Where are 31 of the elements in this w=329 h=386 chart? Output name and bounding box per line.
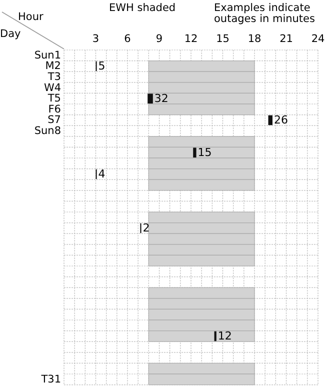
- text: Examples indicate outages in minutes: [214, 2, 315, 25]
- y-tick-label: F6: [48, 103, 62, 116]
- y-tick-label: W4: [44, 82, 62, 94]
- annotation: 4: [98, 168, 106, 181]
- annotation: 15: [198, 146, 212, 160]
- x-tick-label: 24: [311, 33, 325, 45]
- bar: [193, 148, 196, 158]
- y-tick-label: Sun1: [34, 49, 61, 62]
- y-tick-label: M2: [45, 60, 61, 72]
- annotation: 5: [98, 60, 106, 73]
- x-axis-title: Hour: [18, 11, 44, 23]
- x-tick-label: 21: [280, 33, 293, 45]
- text: EWH shaded: [109, 2, 176, 14]
- x-tick-label: 3: [92, 33, 100, 45]
- y-tick-label: T5: [46, 92, 61, 105]
- y-tick-label: Sun8: [34, 125, 61, 137]
- bar: [148, 94, 153, 104]
- annotation: 12: [218, 330, 232, 343]
- x-tick-label: 12: [184, 33, 198, 45]
- y-tick-label: T3: [46, 71, 61, 83]
- x-tick-label: 6: [124, 33, 132, 45]
- y-axis-title: Day: [0, 28, 21, 40]
- x-tick-label: 15: [216, 33, 230, 45]
- bar: [268, 115, 272, 126]
- annotation: 2: [142, 222, 150, 235]
- annotation: 26: [274, 114, 288, 127]
- x-tick-label: 9: [156, 33, 163, 45]
- x-tick-label: 18: [248, 33, 262, 45]
- y-tick-label: T31: [40, 373, 61, 386]
- y-tick-label: S7: [48, 114, 61, 126]
- annotation: 32: [154, 92, 168, 106]
